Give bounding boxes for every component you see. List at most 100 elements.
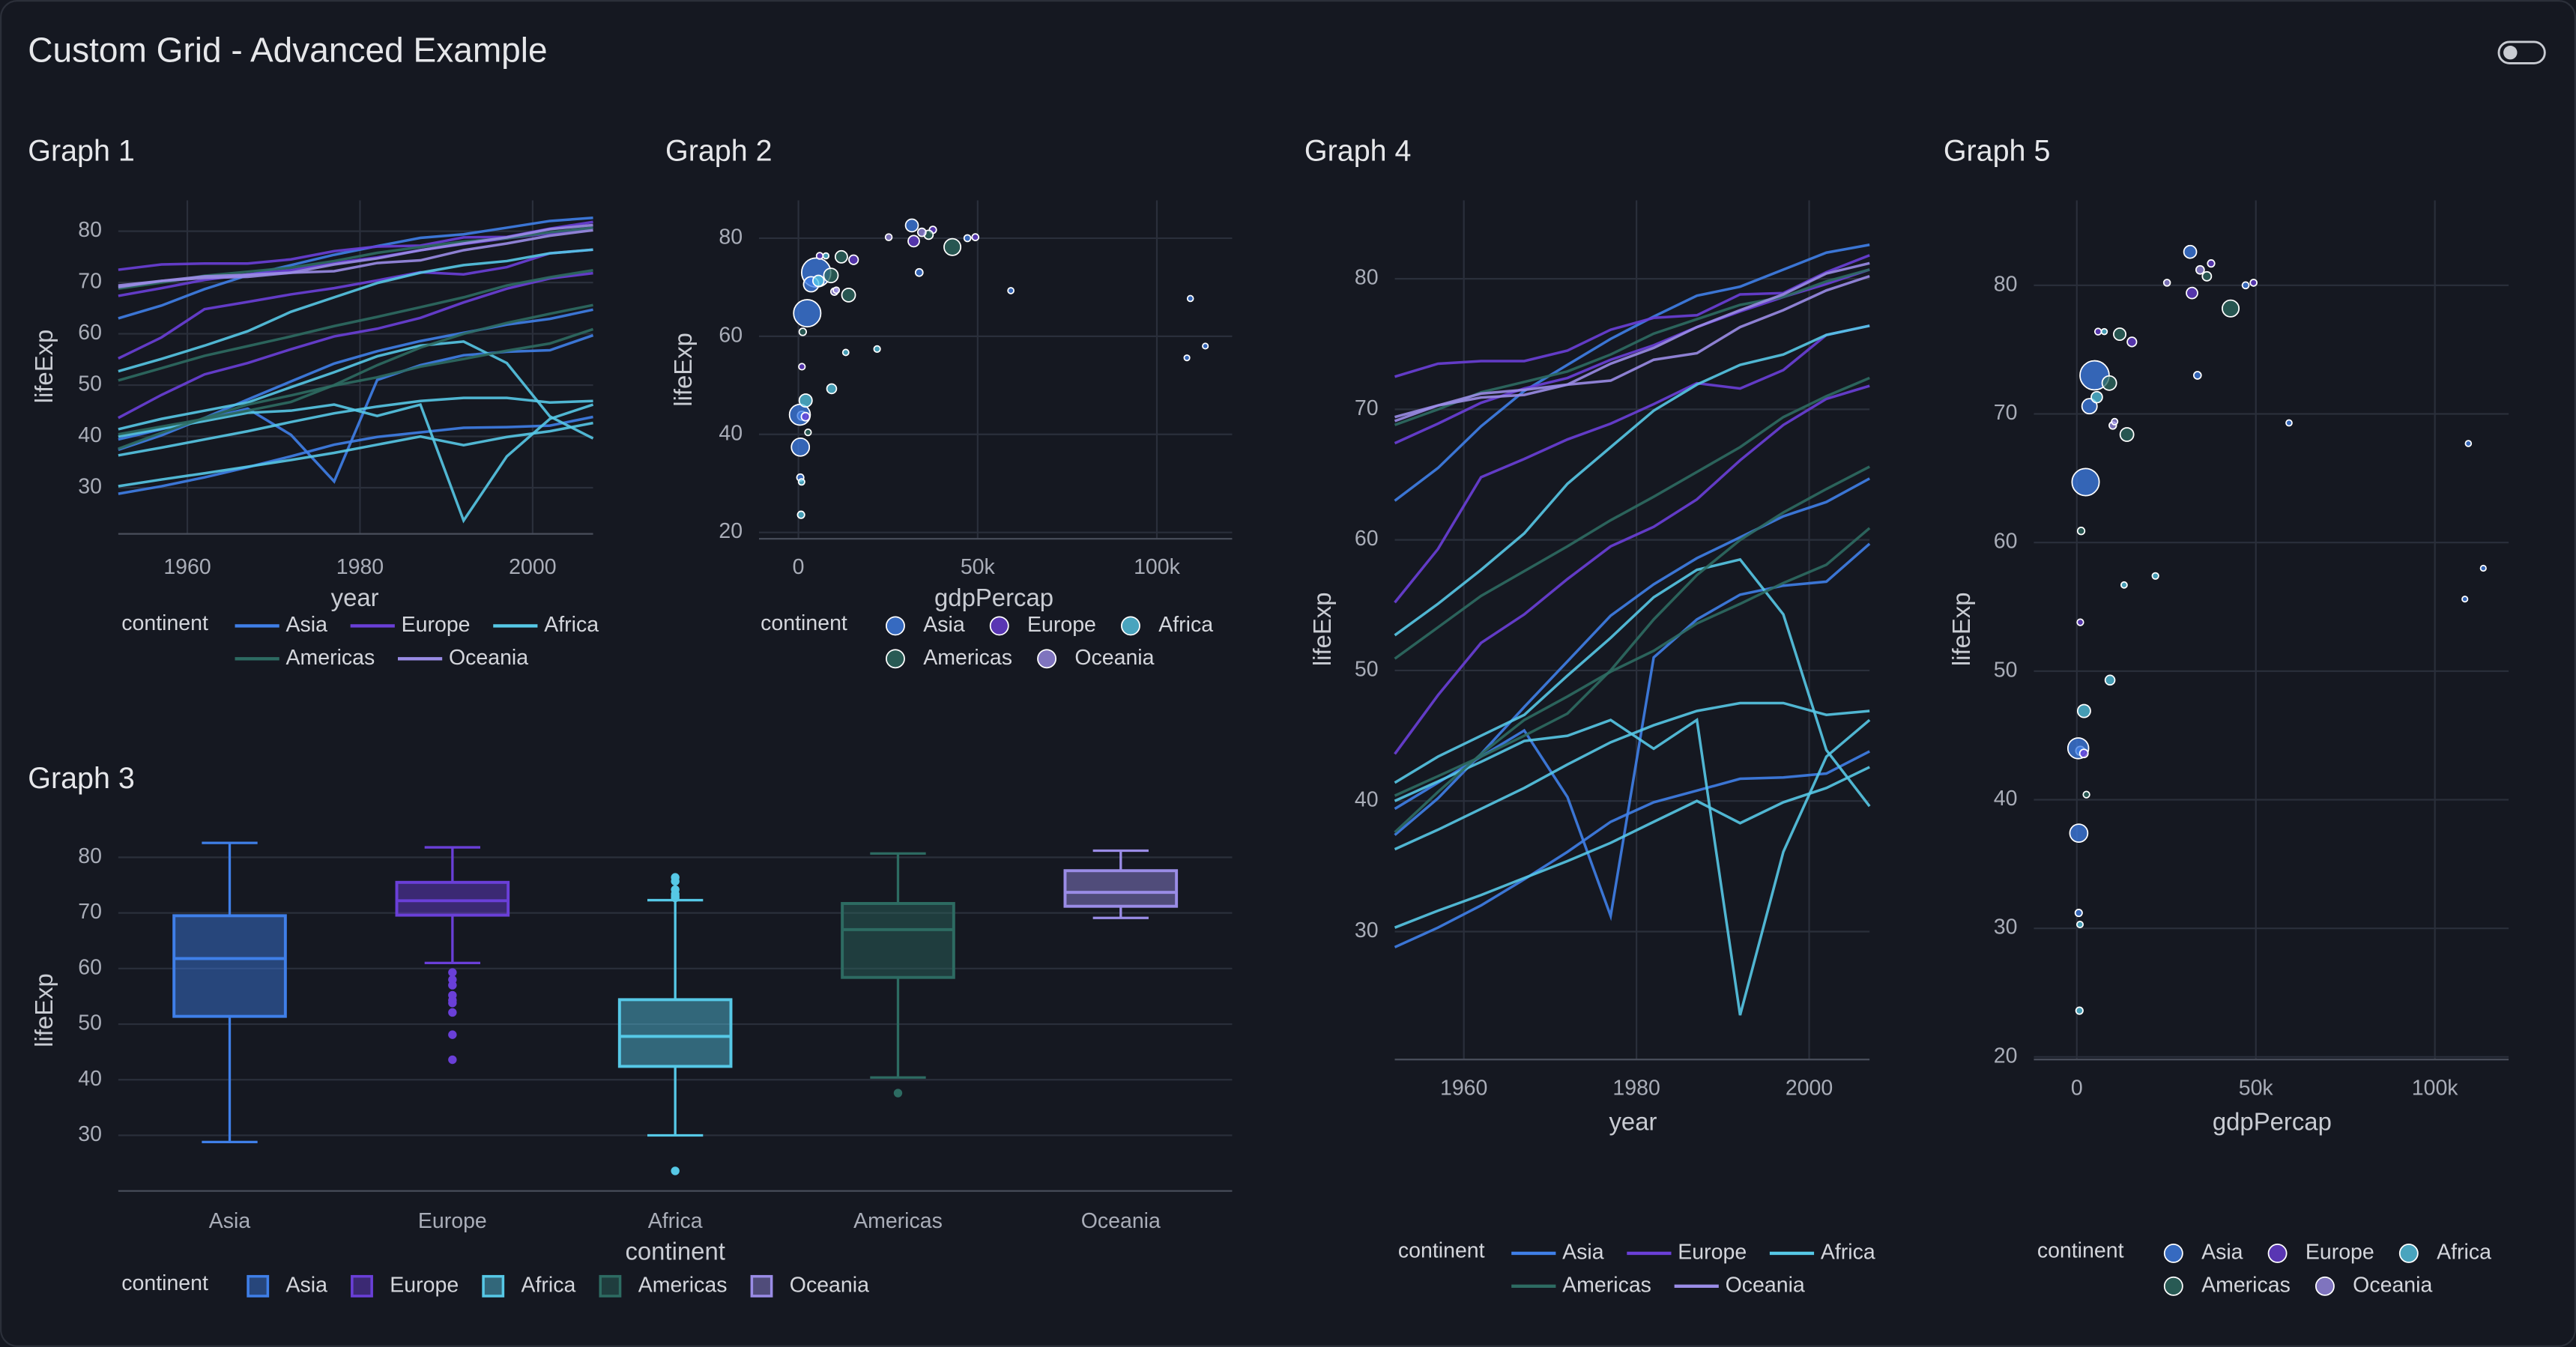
chart-title: Graph 2	[665, 134, 773, 167]
outlier	[448, 1030, 457, 1039]
bubble	[797, 478, 805, 486]
x-tick-label: 50k	[2239, 1076, 2274, 1100]
bubble	[2101, 375, 2117, 391]
x-axis-label: continent	[625, 1238, 725, 1265]
bubble	[2207, 259, 2216, 268]
y-tick-label: 80	[78, 218, 102, 242]
x-axis-label: year	[331, 584, 379, 611]
country-line	[118, 303, 593, 436]
x-tick-label: 1980	[336, 555, 384, 579]
y-tick-label: 70	[1355, 396, 1379, 420]
x-tick-label: Oceania	[1081, 1209, 1161, 1233]
legend-title: continent	[2037, 1238, 2124, 1262]
bubble	[2082, 790, 2090, 799]
bubble	[2126, 336, 2138, 348]
outlier	[448, 975, 457, 984]
country-line	[1394, 384, 1870, 755]
theme-toggle[interactable]	[2497, 40, 2546, 64]
y-tick-label: 80	[719, 225, 743, 249]
y-tick-label: 80	[78, 844, 102, 868]
bubble	[2075, 1006, 2084, 1015]
legend-label: Asia	[1562, 1241, 1604, 1265]
legend-swatch	[886, 616, 905, 636]
y-tick-label: 70	[78, 900, 102, 924]
legend-swatch	[989, 616, 1009, 636]
y-tick-label: 40	[78, 1067, 102, 1091]
country-line	[1394, 750, 1870, 948]
toggle-knob[interactable]	[2503, 45, 2518, 60]
legend-label: Oceania	[1074, 646, 1154, 670]
country-line	[1394, 324, 1870, 637]
bubble	[800, 411, 811, 422]
y-tick-label: 30	[78, 475, 102, 499]
bubble	[904, 218, 919, 233]
legend-swatch	[247, 1274, 270, 1298]
legend-swatch	[750, 1274, 773, 1298]
bubble	[790, 437, 811, 457]
y-tick-label: 30	[78, 1122, 102, 1146]
x-tick-label: 0	[2071, 1076, 2083, 1100]
bubble	[1202, 342, 1209, 350]
legend-label: Americas	[286, 646, 375, 670]
y-tick-label: 60	[1994, 530, 2018, 554]
bubble	[2241, 281, 2250, 290]
bubble	[1186, 294, 1194, 303]
bubble	[873, 345, 881, 353]
box	[1063, 869, 1179, 908]
bubble	[2104, 674, 2116, 686]
chart-title: Graph 3	[28, 762, 135, 795]
bubble	[2076, 618, 2084, 626]
x-tick-label: Asia	[209, 1209, 251, 1233]
legend-label: Americas	[1562, 1273, 1651, 1297]
country-line	[1394, 261, 1870, 423]
bubble	[2071, 467, 2100, 497]
outlier	[671, 885, 680, 895]
bubble	[2222, 299, 2240, 318]
bubble	[834, 249, 848, 264]
bubble	[1183, 354, 1191, 362]
page-title: Custom Grid - Advanced Example	[28, 30, 547, 69]
country-line	[118, 421, 593, 488]
legend-swatch	[599, 1274, 622, 1298]
legend-swatch	[886, 649, 905, 669]
bubble	[2186, 286, 2198, 300]
y-axis-label: lifeExp	[1947, 592, 1975, 666]
bubble	[2201, 270, 2213, 282]
x-tick-label: 2000	[1786, 1076, 1833, 1100]
legend-label: Europe	[1678, 1241, 1747, 1265]
x-axis-label: gdpPercap	[2213, 1107, 2332, 1135]
x-tick-label: 1960	[1440, 1076, 1487, 1100]
legend-title: continent	[121, 611, 208, 635]
bubble	[848, 254, 859, 265]
bubble	[2151, 572, 2159, 580]
bubble	[2162, 279, 2171, 287]
bubble	[796, 510, 805, 519]
y-tick-label: 20	[1994, 1044, 2018, 1068]
legend-label: Oceania	[1726, 1273, 1805, 1297]
legend-label: Asia	[286, 1273, 328, 1297]
outlier	[671, 1166, 680, 1175]
bubble	[2081, 398, 2098, 415]
box	[395, 880, 510, 917]
legend-label: Asia	[286, 613, 328, 637]
legend-label: Europe	[1027, 613, 1096, 637]
legend-swatch	[2267, 1244, 2288, 1263]
toggle-track[interactable]	[2497, 40, 2546, 64]
country-line	[118, 415, 593, 495]
outlier	[448, 1055, 457, 1065]
legend-swatch	[351, 1274, 373, 1298]
legend-label: Oceania	[449, 646, 528, 670]
bubble	[971, 233, 980, 241]
bubble	[832, 286, 841, 294]
y-tick-label: 70	[78, 270, 102, 294]
y-tick-label: 40	[1994, 787, 2018, 811]
x-tick-label: 1980	[1612, 1076, 1660, 1100]
y-tick-label: 60	[78, 321, 102, 345]
y-tick-label: 80	[1355, 266, 1379, 290]
legend-label: Europe	[402, 613, 471, 637]
y-tick-label: 60	[1355, 527, 1379, 551]
country-line	[118, 268, 593, 382]
legend-label: Europe	[390, 1273, 459, 1297]
